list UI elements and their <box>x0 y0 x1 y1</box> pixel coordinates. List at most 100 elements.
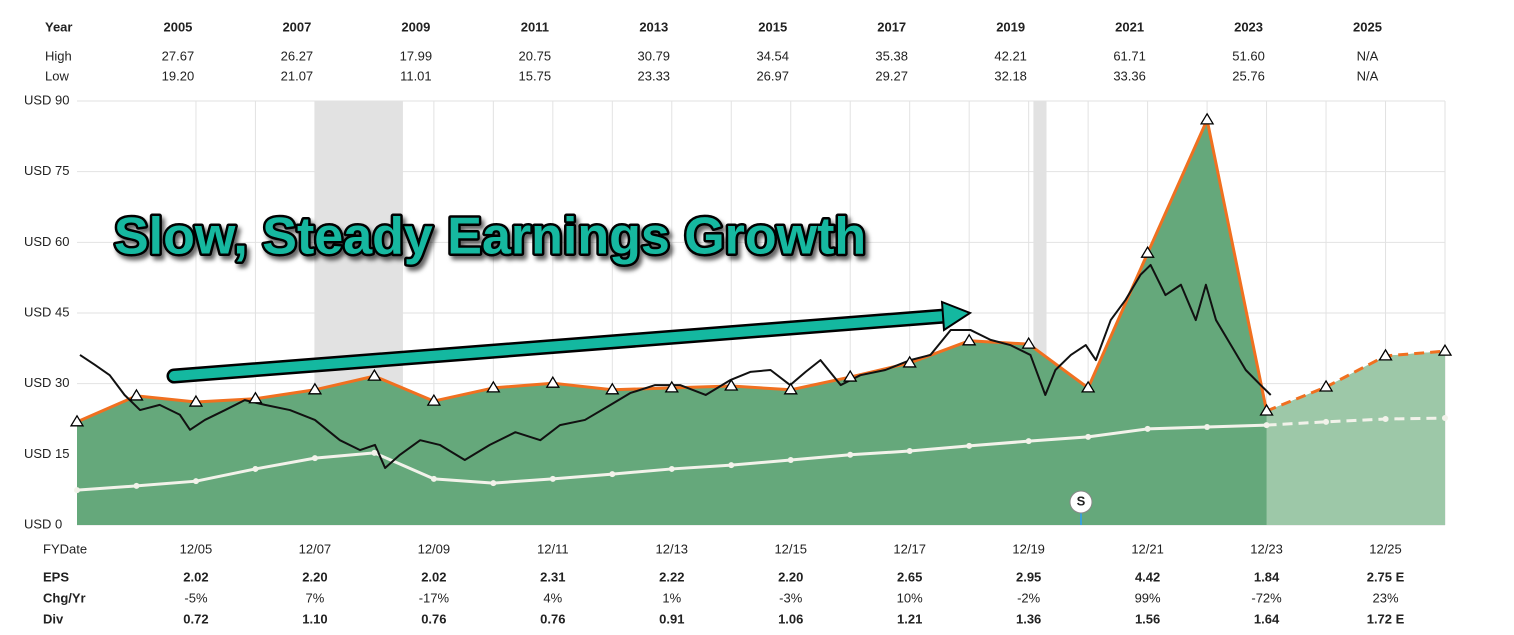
earnings-marker <box>664 380 679 393</box>
header-cell: 51.60 <box>1232 48 1265 63</box>
event-label: S <box>1077 493 1086 508</box>
header-cell: 2023 <box>1234 19 1263 34</box>
header-cell: 2025 <box>1353 19 1382 34</box>
footer-row-label: EPS <box>43 569 69 584</box>
header-cell: 26.27 <box>281 48 314 63</box>
y-tick-label: USD 15 <box>24 446 70 461</box>
header-cell: 2011 <box>521 19 549 34</box>
header-cell: 2021 <box>1115 19 1144 34</box>
dividend-marker <box>1144 425 1151 432</box>
earnings-marker <box>962 333 977 346</box>
y-tick-label: USD 30 <box>24 375 70 390</box>
dividend-marker <box>549 475 556 482</box>
header-cell: 26.97 <box>756 68 789 83</box>
earnings-marker <box>1318 379 1334 392</box>
header-cell: 2007 <box>282 19 311 34</box>
footer-row-label: Chg/Yr <box>43 590 86 605</box>
footer-cell: 23% <box>1373 590 1399 605</box>
footer-cell: 2.65 <box>897 569 922 584</box>
earnings-marker <box>783 382 798 395</box>
dividend-marker <box>906 448 913 455</box>
y-tick-label: USD 75 <box>24 163 70 178</box>
earnings-marker <box>1021 336 1036 349</box>
annotation: Slow, Steady Earnings Growth <box>114 208 866 266</box>
earnings-marker <box>1140 245 1155 258</box>
header-cell: 23.33 <box>638 68 671 83</box>
footer-cell: -2% <box>1017 590 1041 605</box>
footer-cell: -17% <box>419 590 450 605</box>
earnings-marker <box>902 355 917 368</box>
earnings-marker <box>69 414 85 427</box>
header-cell: 15.75 <box>519 68 552 83</box>
footer-cell: 1.36 <box>1016 611 1041 626</box>
earnings-marker <box>426 393 442 406</box>
dividend-marker <box>847 451 854 458</box>
footer-cell: -72% <box>1251 590 1282 605</box>
dividend-marker <box>1442 415 1448 422</box>
footer-cell: 2.02 <box>421 569 446 584</box>
dividend-marker <box>1263 422 1270 429</box>
series-line <box>79 263 1272 469</box>
header-cell: 21.07 <box>281 68 314 83</box>
dividend-marker <box>668 465 675 472</box>
x-tick-label: 12/21 <box>1131 541 1164 556</box>
x-tick-label: 12/15 <box>774 541 807 556</box>
dividend-marker <box>609 471 616 478</box>
footer-cell: 2.20 <box>302 569 327 584</box>
header-cell: N/A <box>1357 68 1379 83</box>
earnings-marker <box>843 369 858 382</box>
footer-cell: -5% <box>184 590 208 605</box>
estimate-line <box>1266 416 1446 427</box>
header-cell: 32.18 <box>994 68 1027 83</box>
header-cell: 35.38 <box>875 48 908 63</box>
header-cell: 2005 <box>163 19 192 34</box>
footer-cell: 4.42 <box>1135 569 1160 584</box>
event-badge <box>1069 490 1093 514</box>
header-cell: 34.54 <box>756 48 789 63</box>
header-cell: 2019 <box>996 19 1025 34</box>
estimate-area <box>1266 351 1445 525</box>
header-cell: 33.36 <box>1113 68 1146 83</box>
marker-layer: S <box>69 112 1453 525</box>
footer-cell: 1.84 <box>1254 569 1280 584</box>
earnings-marker <box>1259 403 1274 416</box>
earnings-marker <box>605 382 620 395</box>
trend-arrow <box>166 300 973 384</box>
x-tick-label: 12/05 <box>180 541 213 556</box>
footer-cell: -3% <box>779 590 803 605</box>
header-row-label: Low <box>45 68 69 83</box>
dividend-marker <box>728 462 735 469</box>
x-tick-label: 12/11 <box>537 541 569 556</box>
footer-cell: 7% <box>306 590 325 605</box>
footer-cell: 2.22 <box>659 569 684 584</box>
header-row-label: Year <box>45 19 72 34</box>
footer-cell: 99% <box>1135 590 1161 605</box>
dividend-marker <box>133 482 140 489</box>
dividend-marker <box>74 487 80 494</box>
x-tick-label: 12/17 <box>893 541 926 556</box>
footer-cell: 1% <box>662 590 681 605</box>
header-cell: N/A <box>1357 48 1379 63</box>
dividend-marker <box>1382 416 1389 422</box>
dividend-marker <box>966 442 973 449</box>
footer-cell: 2.20 <box>778 569 803 584</box>
footer-cell: 4% <box>543 590 562 605</box>
footer-cell: 2.02 <box>183 569 208 584</box>
dividend-marker <box>1323 418 1330 425</box>
footer-cell: 1.72 E <box>1367 611 1405 626</box>
dividend-marker <box>490 480 497 487</box>
earnings-marker <box>1437 343 1453 356</box>
earnings-marker <box>248 391 263 404</box>
y-tick-label: USD 0 <box>24 516 62 531</box>
footer-cell: 2.75 E <box>1367 569 1405 584</box>
header-cell: 20.75 <box>519 48 552 63</box>
estimate-line <box>1266 349 1446 413</box>
dividend-marker <box>1204 424 1211 431</box>
x-axis-label: FYDate <box>43 541 87 556</box>
header-cell: 19.20 <box>162 68 195 83</box>
footer-row-label: Div <box>43 611 64 626</box>
x-tick-label: 12/09 <box>418 541 451 556</box>
header-cell: 27.67 <box>162 48 195 63</box>
x-tick-label: 12/13 <box>656 541 689 556</box>
